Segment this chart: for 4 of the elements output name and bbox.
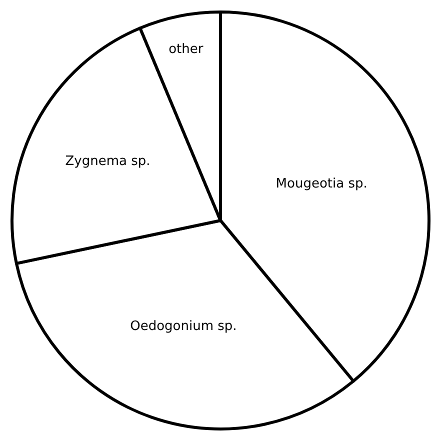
slice-label: Oedogonium sp. [130, 319, 237, 334]
slice-label: Zygnema sp. [65, 154, 150, 169]
slice-label: other [168, 42, 204, 58]
slice-label: Mougeotia sp. [276, 176, 368, 192]
